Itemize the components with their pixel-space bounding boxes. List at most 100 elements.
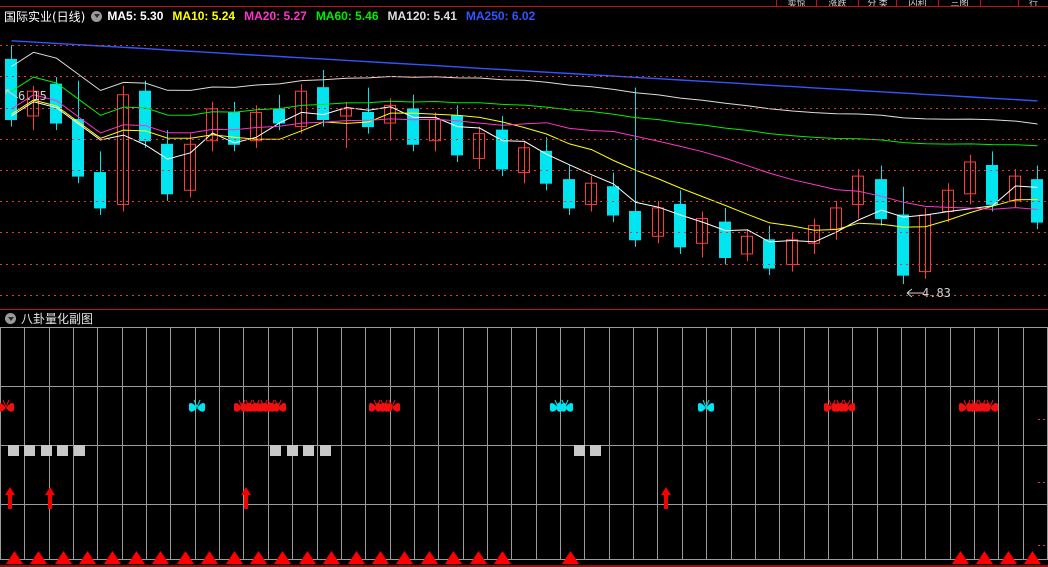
- sub-grid-edge-dots: [1038, 482, 1048, 483]
- chevron-down-circle-icon[interactable]: [91, 10, 103, 22]
- triangle-marker: [226, 551, 243, 564]
- sub-gridline-vertical: [560, 327, 561, 560]
- up-arrow-marker: [45, 487, 55, 509]
- triangle-marker: [323, 551, 340, 564]
- sub-pane-title: 八卦量化副图: [21, 312, 94, 326]
- sub-gridline-vertical: [974, 327, 975, 560]
- ma-legend-ma20: MA20: 5.27: [244, 9, 307, 23]
- toolbar-cell-6[interactable]: 行: [1018, 0, 1048, 6]
- sub-gridline-vertical: [219, 327, 220, 560]
- up-arrow-marker: [5, 487, 15, 509]
- sub-gridline-vertical: [998, 327, 999, 560]
- high-price-pointer-icon: [5, 89, 19, 99]
- toolbar-cells[interactable]: 卖惊 涨跌分 类闪利 三图 行: [776, 0, 1048, 6]
- candlestick-series: [5, 40, 1043, 285]
- butterfly-marker-cyan: [556, 399, 574, 412]
- chart-header: 国际实业(日线) MA5: 5.30 MA10: 5.24 MA20: 5.27…: [0, 8, 1048, 24]
- sub-gridline-vertical: [195, 327, 196, 560]
- price-gridline: [0, 45, 1048, 46]
- sub-gridline-horizontal: [0, 445, 1048, 446]
- sub-gridline-vertical: [170, 327, 171, 560]
- chevron-down-circle-icon[interactable]: [5, 313, 16, 324]
- triangle-marker: [976, 551, 993, 564]
- triangle-marker: [6, 551, 23, 564]
- butterfly-marker-red: [383, 399, 401, 412]
- sub-pane-grid: [0, 327, 1048, 560]
- sub-gridline-horizontal: [0, 327, 1048, 328]
- sub-gridline-vertical: [390, 327, 391, 560]
- triangle-marker: [445, 551, 462, 564]
- sub-grid-edge-dots: [1038, 419, 1048, 420]
- sub-gridline-vertical: [950, 327, 951, 560]
- up-arrow-marker: [241, 487, 251, 509]
- square-marker: [590, 445, 601, 456]
- sub-gridline-vertical: [779, 327, 780, 560]
- sub-gridline-vertical: [73, 327, 74, 560]
- sub-gridline-vertical: [536, 327, 537, 560]
- sub-gridline-vertical: [755, 327, 756, 560]
- triangle-marker: [55, 551, 72, 564]
- sub-gridline-vertical: [0, 327, 1, 560]
- triangle-marker: [952, 551, 969, 564]
- triangle-marker: [250, 551, 267, 564]
- toolbar-cell-4[interactable]: 三图: [938, 0, 980, 6]
- sub-gridline-vertical: [292, 327, 293, 560]
- butterfly-marker-red: [981, 399, 999, 412]
- sub-gridline-vertical: [584, 327, 585, 560]
- toolbar-cell-2[interactable]: 分 类: [858, 0, 896, 6]
- low-price-pointer-icon: [906, 288, 923, 298]
- sub-gridline-vertical: [146, 327, 147, 560]
- triangle-marker: [348, 551, 365, 564]
- price-chart-pane[interactable]: 财 6.15 4.83: [0, 24, 1048, 307]
- sub-gridline-vertical: [243, 327, 244, 560]
- sub-gridline-vertical: [511, 327, 512, 560]
- price-gridline: [0, 232, 1048, 233]
- sub-gridline-vertical: [268, 327, 269, 560]
- square-marker: [303, 445, 314, 456]
- price-gridline: [0, 201, 1048, 202]
- sub-gridline-vertical: [925, 327, 926, 560]
- ma-legend-ma10: MA10: 5.24: [172, 9, 236, 23]
- square-marker: [320, 445, 331, 456]
- sub-gridline-vertical: [804, 327, 805, 560]
- toolbar-cell-0[interactable]: 卖惊: [776, 0, 816, 6]
- butterfly-marker-cyan: [697, 399, 715, 412]
- sub-pane-title-bar: 八卦量化副图: [0, 310, 1048, 327]
- triangle-marker: [152, 551, 169, 564]
- sub-gridline-vertical: [731, 327, 732, 560]
- ma-legend-ma60: MA60: 5.46: [315, 9, 379, 23]
- indicator-sub-pane[interactable]: 八卦量化副图: [0, 309, 1048, 567]
- sub-gridline-vertical: [852, 327, 853, 560]
- square-marker: [74, 445, 85, 456]
- ma-legend-ma250: MA250: 6.02: [465, 9, 536, 23]
- sub-gridline-vertical: [24, 327, 25, 560]
- sub-gridline-vertical: [633, 327, 634, 560]
- sub-gridline-vertical: [49, 327, 50, 560]
- price-gridline: [0, 295, 1048, 296]
- triangle-marker: [1000, 551, 1017, 564]
- sub-gridline-vertical: [609, 327, 610, 560]
- toolbar-cell-5[interactable]: [980, 0, 1018, 6]
- triangle-marker: [30, 551, 47, 564]
- triangle-marker: [201, 551, 218, 564]
- triangle-marker: [128, 551, 145, 564]
- top-toolbar[interactable]: 卖惊 涨跌分 类闪利 三图 行: [0, 0, 1048, 7]
- sub-gridline-vertical: [97, 327, 98, 560]
- price-gridline: [0, 108, 1048, 109]
- sub-gridline-vertical: [877, 327, 878, 560]
- toolbar-cell-3[interactable]: 闪利: [896, 0, 938, 6]
- sub-gridline-vertical: [682, 327, 683, 560]
- toolbar-cell-1[interactable]: 涨跌: [816, 0, 858, 6]
- sub-grid-edge-dots: [1038, 545, 1048, 546]
- triangle-marker: [1024, 551, 1041, 564]
- ma-legend-ma5: MA5: 5.30: [107, 9, 164, 23]
- triangle-marker: [104, 551, 121, 564]
- triangle-marker: [470, 551, 487, 564]
- triangle-marker: [274, 551, 291, 564]
- butterfly-marker-red: [269, 399, 287, 412]
- triangle-marker: [421, 551, 438, 564]
- low-price-label: 4.83: [922, 286, 951, 300]
- butterfly-marker-cyan: [188, 399, 206, 412]
- sub-gridline-horizontal: [0, 504, 1048, 505]
